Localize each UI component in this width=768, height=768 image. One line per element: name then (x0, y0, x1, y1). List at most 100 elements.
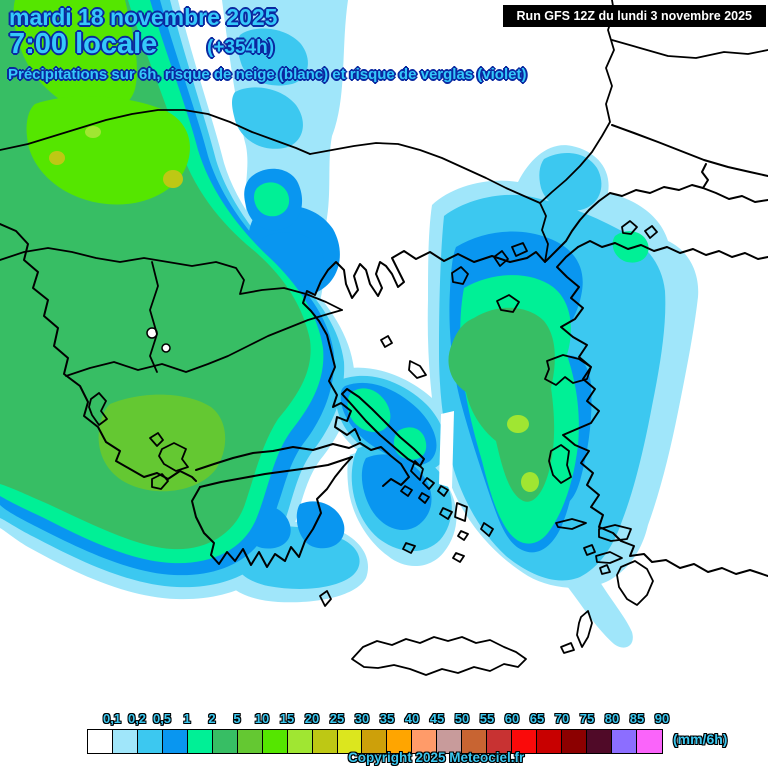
coast-north-aegean-chalkidiki (302, 250, 546, 441)
legend-cell (412, 730, 438, 753)
rain-spot-yellowgreen-3 (521, 472, 539, 492)
legend-cell (512, 730, 538, 753)
legend-tick-label: 80 (604, 711, 620, 726)
border-albania-macedonia (149, 261, 159, 373)
crete-island (351, 636, 527, 676)
legend-tick-label: 1 (183, 711, 191, 726)
legend-tick-label: 0,1 (102, 711, 122, 726)
legend-color-bar (87, 729, 663, 754)
rain-area-cyan-northlobe (539, 152, 602, 211)
rain-area-bright-nw2 (26, 96, 190, 205)
legend-tick-label: 10 (254, 711, 270, 726)
legend-cell (487, 730, 513, 753)
legend-cell (162, 730, 188, 753)
legend-tick-label: 50 (454, 711, 470, 726)
rain-area-bright-nw1 (13, 0, 137, 114)
coast-adriatic-ionian (0, 223, 197, 482)
rain-area-spring-thrace (612, 231, 649, 263)
samos-ikaria-islands (555, 518, 632, 542)
coast-bosphorus (701, 163, 709, 189)
legend-tick-label: 20 (304, 711, 320, 726)
legend-tick-label: 25 (329, 711, 345, 726)
legend-tick-label: 35 (379, 711, 395, 726)
rain-spot-yellowgreen-2 (507, 415, 529, 433)
lake-prespa (161, 343, 171, 353)
coast-marmara-south (577, 240, 768, 260)
border-top-right (611, 39, 768, 59)
coast-marmara-north (545, 184, 704, 262)
legend-tick-label: 30 (354, 711, 370, 726)
cyclades-islands (400, 460, 494, 563)
rain-spot-olive-1 (49, 151, 65, 165)
rain-spot-olive-2 (163, 170, 183, 188)
legend-tick-label: 0,2 (127, 711, 147, 726)
legend-tick-label: 2 (208, 711, 216, 726)
coast-gulf-corinth-north (195, 442, 410, 487)
forecast-time: 7:00 locale (9, 28, 158, 60)
coastlines (0, 124, 768, 577)
legend-tick-label: 15 (279, 711, 295, 726)
map-subtitle: Précipitations sur 6h, risque de neige (… (8, 66, 527, 83)
dry-sliver (439, 411, 454, 488)
rain-area-green-marmara (448, 307, 555, 502)
legend-tick-label: 55 (479, 711, 495, 726)
karpathos-kasos-islands (560, 610, 593, 654)
legend-unit-label: (mm/6h) (673, 731, 728, 747)
legend-cell (112, 730, 138, 753)
legend-cell (462, 730, 488, 753)
border-serbia-macedonia (0, 247, 343, 311)
legend-tick-label: 85 (629, 711, 645, 726)
legend-cell (337, 730, 363, 753)
legend-tick-label: 90 (654, 711, 670, 726)
forecast-run-offset: (+354h) (207, 37, 275, 58)
rain-area-olivegreen-ionian (98, 394, 226, 492)
islands (88, 220, 658, 676)
legend-cell (88, 730, 113, 753)
rain-area-cyan-lobe-core1 (237, 28, 308, 86)
coast-peloponnese (191, 456, 353, 568)
marmara-islands (621, 220, 658, 239)
legend-cell (212, 730, 238, 753)
legend-tick-label: 75 (579, 711, 595, 726)
copyright-notice: Copyright 2025 Meteociel.fr (348, 750, 525, 765)
forecast-date: mardi 18 novembre 2025 (9, 4, 278, 30)
sporades-islands (380, 335, 427, 379)
rain-area-spring-nmk (254, 182, 290, 217)
precipitation-legend: 0,1 0,2 0,5 1 2 5 10 15 20 25 30 35 40 45 50 55 60 65 70 75… (87, 711, 687, 756)
coast-marmara-east (702, 187, 768, 203)
legend-cell (287, 730, 313, 753)
legend-cell (437, 730, 463, 753)
coast-turkey-west (556, 246, 768, 577)
legend-cell (636, 730, 662, 753)
legend-cell (587, 730, 613, 753)
legend-cell (237, 730, 263, 753)
ionian-islands (88, 392, 189, 490)
legend-cell (262, 730, 288, 753)
legend-cell (362, 730, 388, 753)
lakes (146, 327, 171, 353)
legend-tick-label: 45 (429, 711, 445, 726)
coast-black-sea (611, 124, 768, 177)
legend-tick-label: 40 (404, 711, 420, 726)
dodecanese-islands (583, 544, 623, 575)
legend-cell (312, 730, 338, 753)
precipitation-field (0, 0, 699, 648)
coast-gulf-corinth-south (199, 456, 353, 488)
legend-cell (612, 730, 637, 753)
border-greece-turkey (539, 202, 549, 263)
model-run-box: Run GFS 12Z du lundi 3 novembre 2025 (502, 5, 766, 27)
legend-tick-label: 5 (233, 711, 241, 726)
chios-island (548, 444, 572, 484)
border-bulgaria-turkey (539, 0, 615, 204)
rhodes-island (616, 560, 654, 606)
legend-tick-label: 0,5 (152, 711, 172, 726)
border-albania-greece (65, 309, 343, 377)
north-aegean-islands (451, 242, 528, 313)
rain-area-cyan-lobe-core2 (232, 87, 303, 149)
border-nw-balkans (0, 109, 311, 155)
national-borders (0, 0, 768, 377)
legend-cell (387, 730, 413, 753)
rain-area-spring-attica (393, 427, 427, 460)
legend-tick-label: 70 (554, 711, 570, 726)
